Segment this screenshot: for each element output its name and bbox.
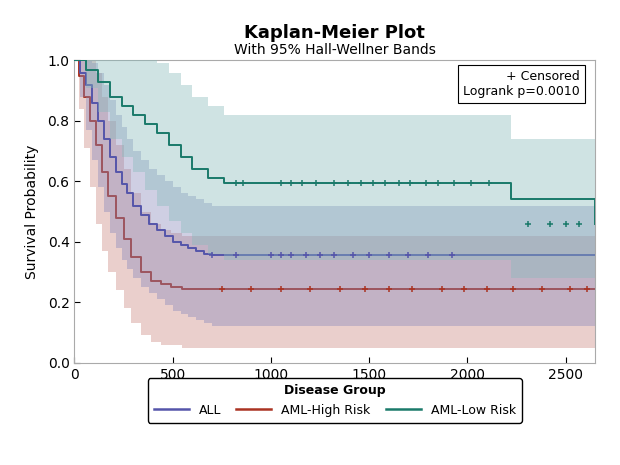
AML-High Risk — [205, 286, 212, 292]
AML-High Risk — [120, 236, 127, 242]
AML-Low Risk — [236, 180, 243, 186]
AML-Low Risk — [153, 130, 161, 136]
AML-Low Risk — [591, 221, 599, 226]
ALL — [169, 239, 176, 245]
AML-Low Risk — [165, 142, 172, 148]
ALL — [208, 252, 216, 258]
AML-High Risk — [179, 286, 186, 292]
AML-Low Risk — [283, 180, 290, 186]
ALL — [124, 191, 131, 196]
ALL — [185, 245, 192, 251]
ALL — [275, 252, 283, 258]
ALL — [153, 227, 161, 232]
AML-High Risk — [92, 142, 100, 148]
Text: Kaplan-Meier Plot: Kaplan-Meier Plot — [244, 24, 425, 42]
AML-Low Risk — [259, 180, 267, 186]
Line: AML-High Risk: AML-High Risk — [74, 60, 595, 289]
ALL — [130, 203, 137, 208]
AML-High Risk — [76, 73, 83, 79]
Y-axis label: Survival Probability: Survival Probability — [25, 145, 39, 279]
AML-Low Risk — [247, 180, 255, 186]
Legend: ALL, AML-High Risk, AML-Low Risk: ALL, AML-High Risk, AML-Low Risk — [148, 378, 522, 423]
AML-High Risk — [128, 254, 135, 260]
AML-High Risk — [167, 285, 174, 290]
ALL — [591, 252, 599, 258]
Line: ALL: ALL — [74, 60, 595, 255]
ALL — [100, 136, 108, 142]
AML-Low Risk — [205, 176, 212, 181]
ALL — [71, 58, 78, 63]
AML-Low Risk — [177, 154, 184, 160]
ALL — [77, 70, 84, 75]
AML-Low Risk — [106, 94, 113, 100]
ALL — [106, 154, 113, 160]
ALL — [89, 100, 96, 106]
ALL — [228, 252, 236, 258]
ALL — [94, 118, 102, 124]
ALL — [177, 242, 184, 248]
Text: + Censored
Logrank p=0.0010: + Censored Logrank p=0.0010 — [463, 69, 580, 98]
X-axis label: Disease-Free Survival Time: Disease-Free Survival Time — [218, 390, 451, 405]
AML-High Risk — [98, 170, 105, 175]
ALL — [218, 252, 226, 258]
ALL — [200, 251, 208, 257]
AML-Low Risk — [71, 58, 78, 63]
AML-High Risk — [71, 58, 78, 63]
AML-High Risk — [81, 94, 88, 100]
AML-Low Risk — [94, 79, 102, 85]
AML-High Risk — [157, 281, 164, 287]
ALL — [145, 221, 153, 226]
AML-Low Risk — [118, 103, 125, 109]
AML-Low Risk — [271, 180, 278, 186]
ALL — [193, 248, 200, 254]
Line: AML-Low Risk: AML-Low Risk — [74, 60, 595, 224]
AML-High Risk — [104, 194, 112, 199]
ALL — [82, 82, 90, 87]
ALL — [118, 182, 125, 187]
AML-High Risk — [591, 286, 599, 292]
AML-High Risk — [86, 118, 94, 124]
AML-High Risk — [148, 278, 155, 284]
ALL — [240, 252, 247, 258]
ALL — [252, 252, 259, 258]
AML-Low Risk — [495, 180, 503, 186]
AML-Low Risk — [141, 121, 149, 127]
ALL — [264, 252, 271, 258]
AML-High Risk — [138, 269, 145, 275]
AML-Low Risk — [130, 112, 137, 118]
AML-Low Risk — [507, 197, 515, 202]
Text: With 95% Hall-Wellner Bands: With 95% Hall-Wellner Bands — [234, 43, 436, 58]
AML-Low Risk — [220, 180, 228, 186]
ALL — [138, 212, 145, 218]
ALL — [161, 233, 169, 239]
AML-High Risk — [190, 286, 198, 292]
ALL — [112, 170, 120, 175]
AML-Low Risk — [82, 66, 90, 72]
AML-High Risk — [112, 215, 120, 220]
AML-Low Risk — [188, 166, 196, 172]
